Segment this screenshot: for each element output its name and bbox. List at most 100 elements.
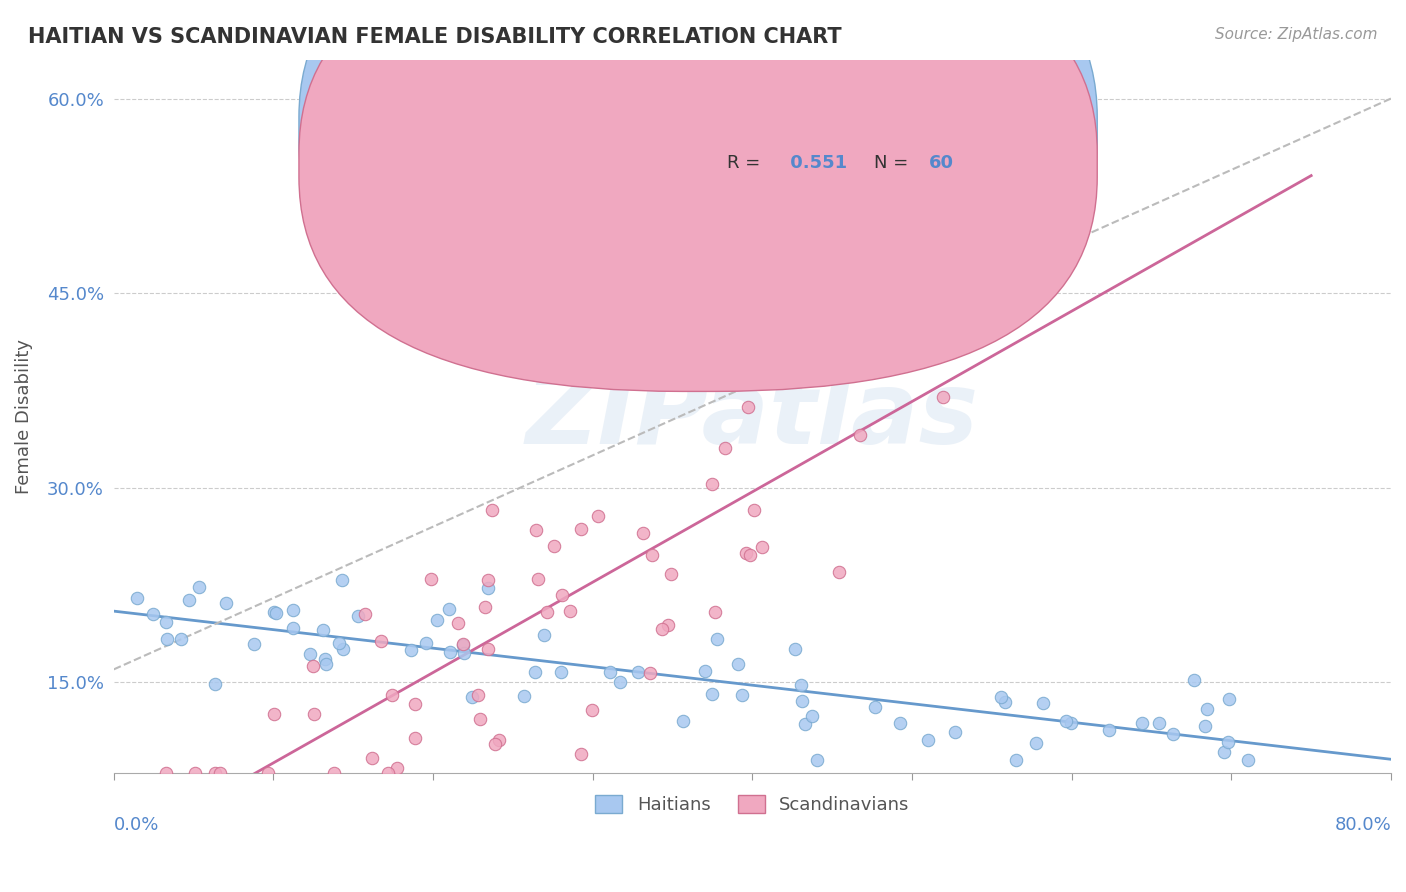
Haitians (1059, 715, 1081, 730)
Scandinavians (932, 390, 955, 404)
Haitians (439, 645, 461, 659)
Scandinavians (863, 364, 886, 378)
Haitians (994, 695, 1017, 709)
FancyBboxPatch shape (299, 0, 1097, 392)
Text: Source: ZipAtlas.com: Source: ZipAtlas.com (1215, 27, 1378, 42)
Scandinavians (183, 766, 205, 780)
Scandinavians (360, 750, 382, 764)
Scandinavians (302, 658, 325, 673)
Scandinavians (484, 737, 506, 751)
Haitians (706, 632, 728, 646)
Haitians (127, 591, 149, 605)
Scandinavians (543, 539, 565, 553)
Haitians (461, 690, 484, 704)
Haitians (1005, 753, 1028, 767)
Scandinavians (381, 688, 404, 702)
Haitians (477, 581, 499, 595)
Haitians (437, 602, 460, 616)
Scandinavians (738, 549, 761, 563)
Scandinavians (322, 766, 344, 780)
Haitians (513, 689, 536, 703)
Haitians (332, 642, 354, 657)
Haitians (917, 732, 939, 747)
Scandinavians (420, 572, 443, 586)
Haitians (1218, 692, 1240, 706)
Scandinavians (887, 310, 910, 325)
Haitians (627, 665, 650, 679)
Scandinavians (848, 428, 870, 442)
Text: R =: R = (727, 154, 766, 172)
FancyBboxPatch shape (299, 0, 1097, 356)
Scandinavians (737, 400, 759, 414)
Scandinavians (742, 502, 765, 516)
Scandinavians (581, 703, 603, 717)
Haitians (793, 716, 815, 731)
Haitians (672, 714, 695, 728)
Scandinavians (377, 766, 399, 780)
Haitians (1025, 736, 1047, 750)
Scandinavians (641, 548, 664, 562)
Scandinavians (263, 707, 285, 722)
Haitians (1195, 702, 1218, 716)
Scandinavians (659, 567, 682, 582)
Scandinavians (828, 565, 851, 579)
Scandinavians (524, 523, 547, 537)
Scandinavians (657, 618, 679, 632)
Haitians (1147, 715, 1170, 730)
Haitians (1237, 753, 1260, 767)
Scandinavians (551, 588, 574, 602)
Scandinavians (467, 688, 489, 702)
Haitians (314, 652, 336, 666)
Scandinavians (387, 761, 409, 775)
Haitians (889, 715, 911, 730)
Scandinavians (354, 607, 377, 622)
Scandinavians (872, 332, 894, 346)
Haitians (453, 646, 475, 660)
Haitians (790, 677, 813, 691)
Haitians (1054, 714, 1077, 729)
Haitians (204, 677, 226, 691)
Scandinavians (204, 766, 226, 780)
Scandinavians (404, 698, 426, 712)
FancyBboxPatch shape (650, 95, 1084, 217)
Haitians (155, 615, 177, 629)
Text: N =: N = (873, 119, 914, 136)
Haitians (298, 647, 321, 661)
Haitians (693, 665, 716, 679)
Haitians (790, 694, 813, 708)
Haitians (1182, 673, 1205, 687)
Text: 0.0%: 0.0% (114, 816, 159, 834)
Haitians (533, 628, 555, 642)
Scandinavians (488, 733, 510, 747)
Scandinavians (558, 604, 581, 618)
Scandinavians (155, 766, 177, 780)
Haitians (453, 639, 475, 653)
Haitians (1032, 696, 1054, 710)
Scandinavians (633, 525, 655, 540)
Haitians (330, 573, 353, 587)
Haitians (801, 709, 824, 723)
Text: N =: N = (873, 154, 914, 172)
Haitians (281, 602, 304, 616)
Text: HAITIAN VS SCANDINAVIAN FEMALE DISABILITY CORRELATION CHART: HAITIAN VS SCANDINAVIAN FEMALE DISABILIT… (28, 27, 842, 46)
Haitians (177, 593, 200, 607)
Haitians (142, 607, 165, 621)
Haitians (328, 636, 350, 650)
Text: 0.551: 0.551 (785, 154, 848, 172)
Scandinavians (967, 158, 990, 172)
Scandinavians (302, 707, 325, 722)
Scandinavians (651, 622, 673, 636)
Haitians (550, 665, 572, 679)
Haitians (865, 699, 887, 714)
Haitians (523, 665, 546, 679)
Scandinavians (481, 503, 503, 517)
Scandinavians (474, 599, 496, 614)
Scandinavians (468, 712, 491, 726)
Haitians (312, 624, 335, 638)
Scandinavians (404, 731, 426, 746)
Haitians (1194, 719, 1216, 733)
Haitians (215, 596, 238, 610)
Scandinavians (451, 637, 474, 651)
Haitians (783, 642, 806, 657)
Scandinavians (370, 633, 392, 648)
